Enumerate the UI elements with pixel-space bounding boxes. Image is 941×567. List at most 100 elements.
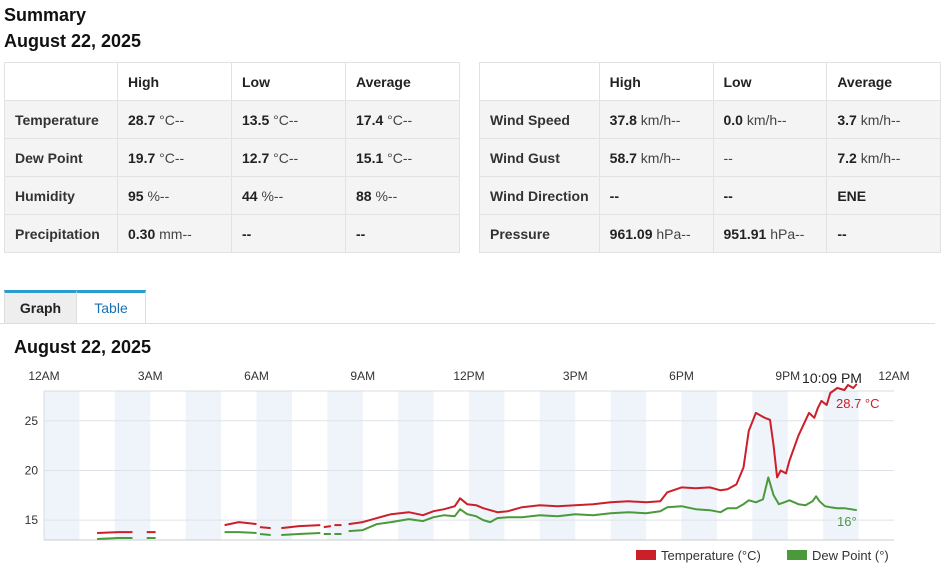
cell-avg: 88 %-- [345, 176, 460, 215]
cell-value: 0.30 [128, 225, 156, 242]
chart-band [327, 391, 363, 540]
table-row: Precipitation 0.30 mm-- -- -- [4, 214, 460, 253]
cell-value: 7.2 [837, 149, 857, 166]
chart-band [752, 391, 788, 540]
table-row: Dew Point 19.7 °C-- 12.7 °C-- 15.1 °C-- [4, 138, 460, 177]
dew-point-legend-swatch [787, 550, 807, 560]
chart-band [681, 391, 717, 540]
cell-low: 951.91 hPa-- [712, 214, 828, 253]
cell-value: ENE [837, 187, 867, 204]
cell-unit: °C-- [159, 149, 185, 166]
cell-high: 28.7 °C-- [117, 100, 232, 139]
tab-divider [0, 323, 935, 324]
temperature-line [281, 524, 321, 530]
cell-value: 13.5 [242, 111, 270, 128]
chart-band [114, 391, 151, 540]
temperature-legend-label: Temperature (°C) [661, 548, 761, 563]
temperature-end-label: 28.7 °C [836, 396, 880, 411]
x-tick-label: 6PM [669, 369, 694, 383]
y-tick-label: 20 [25, 463, 39, 477]
cell-unit: km/h-- [640, 111, 681, 128]
y-axis-labels: 15 20 25 [25, 414, 39, 527]
cell-unit: °C-- [387, 111, 413, 128]
cell-low: -- [712, 176, 828, 215]
chart-legend: Temperature (°C) Dew Point (°) [636, 548, 889, 563]
tab-table[interactable]: Table [77, 290, 146, 323]
x-tick-label: 12PM [453, 369, 484, 383]
chart-band [823, 391, 859, 540]
row-label: Precipitation [4, 214, 118, 253]
x-tick-label: 9PM [775, 369, 800, 383]
cell-avg: -- [826, 214, 941, 253]
cell-value: -- [609, 187, 619, 204]
y-tick-label: 25 [25, 414, 39, 428]
cell-value: 15.1 [356, 149, 384, 166]
dew-point-line [97, 537, 133, 540]
tab-graph[interactable]: Graph [4, 290, 77, 323]
row-label: Wind Direction [479, 176, 600, 215]
graph-title: August 22, 2025 [14, 337, 152, 357]
row-label: Humidity [4, 176, 118, 215]
row-label: Wind Speed [479, 100, 600, 139]
summary-title: Summary [4, 5, 87, 25]
cell-value: 28.7 [128, 111, 156, 128]
series-lines [97, 383, 858, 540]
cell-unit: mm-- [159, 225, 192, 242]
chart-band [185, 391, 222, 540]
row-label: Temperature [4, 100, 118, 139]
x-tick-label: 9AM [350, 369, 375, 383]
cell-unit: hPa-- [770, 225, 805, 242]
current-time-label: 10:09 PM [802, 370, 862, 386]
row-label: Dew Point [4, 138, 118, 177]
x-tick-label: 12AM [878, 369, 909, 383]
x-tick-label: 3PM [563, 369, 588, 383]
cell-value: 0.0 [723, 111, 743, 128]
chart-band [539, 391, 576, 540]
cell-unit: km/h-- [860, 111, 901, 128]
row-label: Wind Gust [479, 138, 600, 177]
summary-date: August 22, 2025 [4, 31, 142, 51]
chart-band [398, 391, 434, 540]
cell-high: -- [598, 176, 714, 215]
column-header-average: Average [345, 62, 460, 101]
dew-point-end-label: 16° [837, 514, 857, 529]
chart-bands [44, 391, 859, 540]
cell-unit: °C-- [273, 149, 299, 166]
cell-high: 37.8 km/h-- [598, 100, 714, 139]
cell-unit: %-- [375, 187, 398, 204]
cell-avg: ENE [826, 176, 941, 215]
table-row: Wind Gust 58.7 km/h-- -- 7.2 km/h-- [479, 138, 941, 177]
cell-avg: 7.2 km/h-- [826, 138, 941, 177]
column-header-high: High [117, 62, 232, 101]
cell-unit: km/h-- [860, 149, 901, 166]
cell-high: 58.7 km/h-- [598, 138, 714, 177]
temperature-line [97, 531, 133, 534]
column-header-average: Average [826, 62, 941, 101]
table-row: Wind Direction -- -- ENE [479, 176, 941, 215]
column-header-high: High [598, 62, 714, 101]
table-row: Pressure 961.09 hPa-- 951.91 hPa-- -- [479, 214, 941, 253]
cell-high: 95 %-- [117, 176, 232, 215]
cell-high: 961.09 hPa-- [598, 214, 714, 253]
cell-unit: %-- [261, 187, 284, 204]
x-tick-label: 6AM [244, 369, 269, 383]
cell-value: -- [356, 225, 366, 242]
cell-low: 12.7 °C-- [231, 138, 346, 177]
cell-avg: -- [345, 214, 460, 253]
cell-avg: 3.7 km/h-- [826, 100, 941, 139]
cell-avg: 17.4 °C-- [345, 100, 460, 139]
temperature-line [224, 521, 257, 527]
row-label: Pressure [479, 214, 600, 253]
temperature-legend-swatch [636, 550, 656, 560]
cell-unit: °C-- [273, 111, 299, 128]
column-header-low: Low [231, 62, 346, 101]
cell-low: 13.5 °C-- [231, 100, 346, 139]
header-blank [479, 62, 600, 101]
chart-band [44, 391, 80, 540]
cell-high: 0.30 mm-- [117, 214, 232, 253]
dew-point-legend-label: Dew Point (°) [812, 548, 889, 563]
temperature-line [323, 525, 332, 529]
cell-value: 19.7 [128, 149, 156, 166]
series-end-labels: 28.7 °C 16° [836, 396, 880, 529]
cell-low: -- [231, 214, 346, 253]
